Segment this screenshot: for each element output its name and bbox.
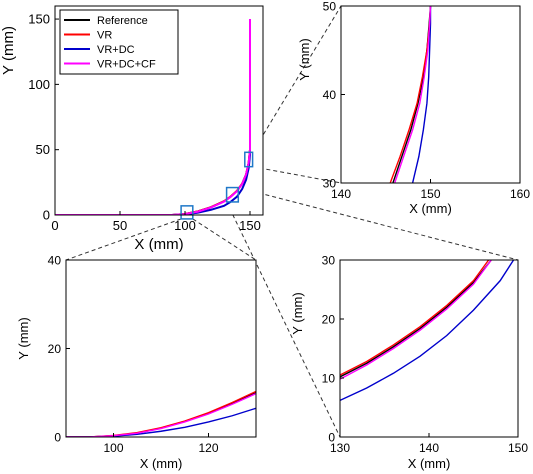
y-tick-label: 30	[322, 254, 336, 268]
connector-line-2	[252, 166, 342, 184]
plot-area	[66, 260, 256, 437]
y-axis-label: Y (mm)	[0, 26, 17, 75]
x-tick-label: 100	[103, 441, 123, 455]
series-group	[389, 6, 432, 183]
y-axis-label: Y (mm)	[16, 317, 31, 359]
x-axis-label: X (mm)	[140, 456, 183, 471]
x-axis-label: X (mm)	[134, 236, 183, 253]
x-tick-label: 160	[510, 187, 530, 201]
connector-line-5	[238, 187, 519, 261]
x-tick-label: 140	[331, 187, 351, 201]
zoom-plot-bottom-right: 130 140 150 0 10 20 30 X (mm) Y (mm)	[290, 254, 528, 472]
axes-frame	[54, 5, 264, 216]
x-tick-label: 140	[419, 441, 439, 455]
zoom-connectors	[65, 5, 519, 438]
x-tick-label: 120	[198, 441, 218, 455]
series-line-reference	[340, 260, 492, 378]
x-tick-label: 150	[508, 441, 528, 455]
y-axis-label: Y (mm)	[297, 38, 312, 80]
y-tick-label: 150	[28, 12, 50, 27]
connector-line-6	[226, 201, 341, 438]
y-tick-label: 30	[323, 177, 337, 191]
y-tick-label: 50	[36, 142, 50, 157]
x-tick-label: 150	[239, 218, 261, 233]
series-group	[340, 260, 515, 402]
y-tick-label: 50	[323, 0, 337, 14]
y-tick-label: 20	[48, 342, 62, 356]
legend-label: VR	[97, 30, 112, 42]
legend-label: VR+DC	[97, 44, 135, 56]
y-tick-label: 100	[28, 77, 50, 92]
legend-label: VR+DC+CF	[97, 59, 156, 71]
series-line-vr-dc-cf	[394, 6, 432, 183]
series-line-vr-dc	[340, 260, 515, 402]
x-tick-label: 0	[51, 218, 58, 233]
zoom-box-1	[244, 151, 254, 168]
zoom-box-2	[180, 205, 194, 220]
series-line-vr	[340, 260, 490, 376]
y-tick-label: 0	[54, 431, 61, 445]
y-tick-label: 20	[322, 313, 336, 327]
series-line-vr-dc-cf	[340, 260, 492, 380]
legend: Reference VR VR+DC VR+DC+CF	[59, 9, 179, 75]
y-tick-label: 10	[322, 372, 336, 386]
zoom-plot-top-right: 140 150 160 30 40 50 X (mm) Y (mm)	[297, 0, 530, 216]
y-tick-label: 40	[323, 88, 337, 102]
connector-line-1	[252, 5, 342, 153]
x-tick-label: 130	[330, 441, 350, 455]
x-tick-label: 150	[420, 187, 440, 201]
connector-line-4	[192, 218, 257, 261]
x-tick-label: 50	[113, 218, 127, 233]
legend-label: Reference	[97, 15, 148, 27]
series-line-vr-dc	[411, 6, 432, 183]
y-tick-label: 0	[328, 431, 335, 445]
y-tick-label: 0	[43, 208, 50, 223]
zoom-box-3	[225, 186, 240, 203]
zoom-plot-bottom-left: 100 120 0 20 40 X (mm) Y (mm)	[16, 254, 257, 471]
connector-line-3	[65, 218, 182, 261]
x-axis-label: X (mm)	[408, 456, 451, 471]
x-axis-label: X (mm)	[409, 201, 452, 216]
x-tick-label: 100	[174, 218, 196, 233]
y-tick-label: 40	[48, 254, 62, 268]
y-axis-label: Y (mm)	[290, 292, 305, 334]
